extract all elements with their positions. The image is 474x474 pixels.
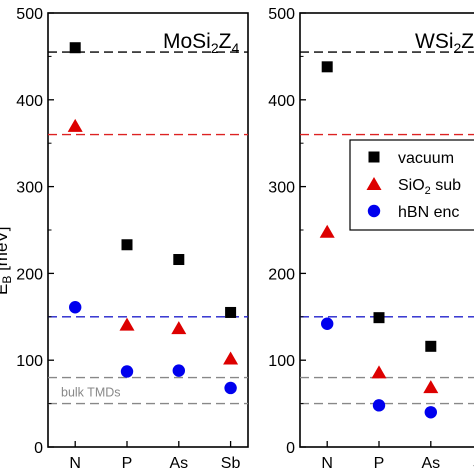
legend: vacuum SiO2 sub hBN enc	[349, 139, 474, 231]
y-tick-label: 100	[268, 353, 295, 370]
legend-label: vacuum	[398, 150, 454, 167]
data-point	[120, 365, 134, 378]
x-tick-label: N	[321, 455, 333, 472]
y-tick-label: 300	[16, 180, 43, 197]
data-point	[171, 321, 187, 335]
data-point	[425, 340, 437, 352]
x-tick-label: P	[122, 455, 133, 472]
series-3	[69, 301, 237, 395]
data-point	[223, 351, 239, 365]
panel-label: WSi2Z4	[415, 30, 474, 56]
data-point	[67, 118, 83, 132]
data-point	[372, 399, 386, 412]
series-1	[321, 61, 437, 352]
data-point	[373, 312, 385, 324]
data-point	[423, 380, 439, 394]
data-point	[69, 42, 81, 54]
x-tick-label: Sb	[221, 455, 241, 472]
panel-2: 0 100 200 300 400 500 N P As Sb WSi2Z4	[268, 6, 474, 472]
data-point	[121, 239, 133, 251]
x-tick-label: Sb	[473, 455, 474, 472]
data-point	[224, 381, 237, 395]
data-point	[119, 317, 135, 331]
series-3	[321, 317, 437, 419]
y-axis-label: EB [meV]	[0, 227, 14, 295]
y-tick-label: 400	[16, 93, 43, 110]
x-tick-label: As	[169, 455, 188, 472]
legend-label: hBN enc	[398, 204, 459, 221]
legend-marker	[366, 177, 382, 190]
x-tick-label: N	[69, 455, 81, 472]
data-point	[173, 254, 185, 266]
y-tick-label: 400	[268, 93, 295, 110]
data-point	[321, 61, 333, 73]
data-point	[225, 306, 237, 318]
y-tick-label: 100	[16, 353, 43, 370]
series-1	[69, 42, 237, 318]
y-tick-label: 200	[16, 266, 43, 283]
annotation: bulk TMDs	[61, 386, 121, 400]
y-tick-label: 0	[34, 440, 43, 457]
panel-label: MoSi2Z4	[163, 30, 239, 56]
panel-1: 0 100 200 300 400 500 N P As Sb MoSi2Z4 bulk TMDs EB…	[0, 6, 249, 472]
series-2	[67, 118, 239, 365]
data-point	[172, 364, 185, 377]
legend-marker	[368, 151, 380, 163]
data-point	[371, 365, 387, 379]
y-tick-label: 300	[268, 180, 295, 197]
plot-frame	[47, 12, 249, 448]
x-tick-label: P	[374, 455, 385, 472]
y-tick-label: 500	[16, 6, 43, 23]
data-point	[319, 224, 335, 238]
data-point	[424, 406, 437, 419]
data-point	[321, 317, 334, 330]
x-tick-label: As	[421, 455, 440, 472]
y-tick-label: 0	[286, 440, 295, 457]
y-tick-label: 200	[268, 266, 295, 283]
legend-label: SiO2 sub	[398, 177, 461, 197]
legend-marker	[367, 204, 381, 218]
y-tick-label: 500	[268, 6, 295, 23]
series-2	[319, 224, 439, 394]
data-point	[69, 301, 82, 314]
